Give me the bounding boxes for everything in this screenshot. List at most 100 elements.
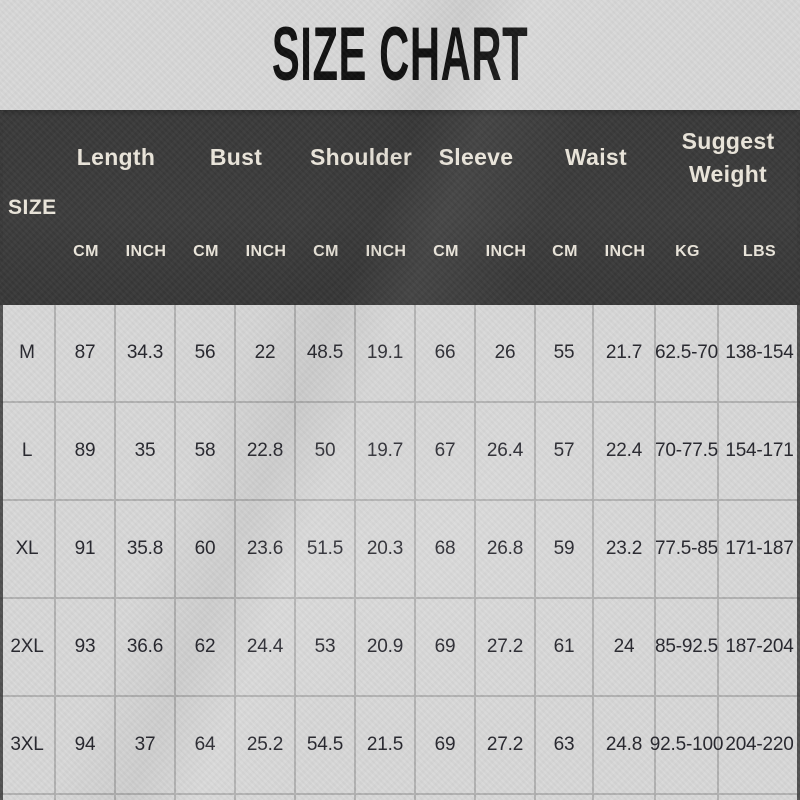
title-band: SIZE CHART — [0, 0, 800, 110]
value-cell: 68 — [416, 501, 476, 599]
empty-cell — [416, 795, 476, 800]
value-cell: 27.2 — [476, 599, 536, 697]
empty-cell — [236, 795, 296, 800]
value-cell: 22 — [236, 305, 296, 403]
value-cell: 54.5 — [296, 697, 356, 795]
value-cell: 21.7 — [594, 305, 656, 403]
sub-header-cm: CM — [193, 243, 219, 260]
value-cell: 60 — [176, 501, 236, 599]
value-cell: 34.3 — [116, 305, 176, 403]
value-cell: 35.8 — [116, 501, 176, 599]
value-cell: 19.7 — [356, 403, 416, 501]
value-cell: 62 — [176, 599, 236, 697]
sub-header-cm: CM — [433, 243, 459, 260]
value-cell: 93 — [56, 599, 116, 697]
table-row: 2XL 93 36.6 62 24.4 53 20.9 69 27.2 61 2… — [0, 599, 800, 697]
value-cell: 26.8 — [476, 501, 536, 599]
value-cell: 24.8 — [594, 697, 656, 795]
table-row: L 89 35 58 22.8 50 19.7 67 26.4 57 22.4 … — [0, 403, 800, 501]
value-cell: 58 — [176, 403, 236, 501]
sub-header-cm: CM — [313, 243, 339, 260]
empty-cell — [656, 795, 719, 800]
value-cell: 89 — [56, 403, 116, 501]
table-row-partial — [0, 795, 800, 800]
group-label: Bust — [209, 144, 263, 171]
value-cell: 53 — [296, 599, 356, 697]
value-cell: 187-204 — [719, 599, 800, 697]
sub-headers: CM INCH — [176, 205, 296, 305]
sub-headers: CM INCH — [536, 205, 656, 305]
value-cell: 37 — [116, 697, 176, 795]
size-cell: 3XL — [0, 697, 56, 795]
group-label: Waist — [565, 144, 627, 171]
sub-header-cm: CM — [73, 243, 99, 260]
empty-cell — [356, 795, 416, 800]
value-cell: 51.5 — [296, 501, 356, 599]
sub-header-inch: INCH — [125, 243, 167, 260]
value-cell: 171-187 — [719, 501, 800, 599]
sub-headers: CM INCH — [416, 205, 536, 305]
column-group-waist: Waist CM INCH — [536, 110, 656, 305]
empty-cell — [594, 795, 656, 800]
value-cell: 21.5 — [356, 697, 416, 795]
empty-cell — [0, 795, 56, 800]
value-cell: 26 — [476, 305, 536, 403]
value-cell: 36.6 — [116, 599, 176, 697]
column-group-suggest-weight: Suggest Weight KG LBS — [656, 110, 800, 305]
value-cell: 55 — [536, 305, 594, 403]
value-cell: 27.2 — [476, 697, 536, 795]
sub-header-inch: INCH — [365, 243, 407, 260]
column-group-length: Length CM INCH — [56, 110, 176, 305]
value-cell: 22.8 — [236, 403, 296, 501]
table-header: SIZE Length CM INCH Bust CM INCH Shoulde… — [0, 110, 800, 305]
value-cell: 64 — [176, 697, 236, 795]
table-row: M 87 34.3 56 22 48.5 19.1 66 26 55 21.7 … — [0, 305, 800, 403]
sub-header-inch: INCH — [245, 243, 287, 260]
empty-cell — [56, 795, 116, 800]
value-cell: 66 — [416, 305, 476, 403]
empty-cell — [116, 795, 176, 800]
page-title: SIZE CHART — [271, 12, 529, 97]
size-cell: XL — [0, 501, 56, 599]
value-cell: 22.4 — [594, 403, 656, 501]
empty-cell — [476, 795, 536, 800]
value-cell: 91 — [56, 501, 116, 599]
column-group-bust: Bust CM INCH — [176, 110, 296, 305]
value-cell: 23.6 — [236, 501, 296, 599]
group-label: Shoulder — [310, 144, 413, 171]
value-cell: 50 — [296, 403, 356, 501]
empty-cell — [296, 795, 356, 800]
table-row: 3XL 94 37 64 25.2 54.5 21.5 69 27.2 63 2… — [0, 697, 800, 795]
size-cell: L — [0, 403, 56, 501]
value-cell: 154-171 — [719, 403, 800, 501]
value-cell: 57 — [536, 403, 594, 501]
value-cell: 67 — [416, 403, 476, 501]
value-cell: 61 — [536, 599, 594, 697]
value-cell: 92.5-100 — [650, 697, 723, 795]
value-cell: 70-77.5 — [655, 403, 719, 501]
value-cell: 69 — [416, 697, 476, 795]
sub-headers: CM INCH — [56, 205, 176, 305]
sub-headers: CM INCH — [296, 205, 426, 305]
value-cell: 20.9 — [356, 599, 416, 697]
size-cell: M — [0, 305, 56, 403]
value-cell: 25.2 — [236, 697, 296, 795]
column-group-sleeve: Sleeve CM INCH — [416, 110, 536, 305]
group-label: Suggest Weight — [681, 128, 775, 187]
sub-header-inch: INCH — [485, 243, 527, 260]
sub-header-lbs: LBS — [742, 243, 777, 260]
empty-cell — [176, 795, 236, 800]
empty-cell — [719, 795, 800, 800]
table-row: XL 91 35.8 60 23.6 51.5 20.3 68 26.8 59 … — [0, 501, 800, 599]
sub-header-inch: INCH — [604, 243, 646, 260]
value-cell: 48.5 — [296, 305, 356, 403]
value-cell: 63 — [536, 697, 594, 795]
value-cell: 59 — [536, 501, 594, 599]
sub-headers: KG LBS — [656, 205, 800, 305]
value-cell: 69 — [416, 599, 476, 697]
value-cell: 62.5-70 — [655, 305, 719, 403]
value-cell: 24.4 — [236, 599, 296, 697]
value-cell: 138-154 — [719, 305, 800, 403]
column-group-shoulder: Shoulder CM INCH — [296, 110, 416, 305]
